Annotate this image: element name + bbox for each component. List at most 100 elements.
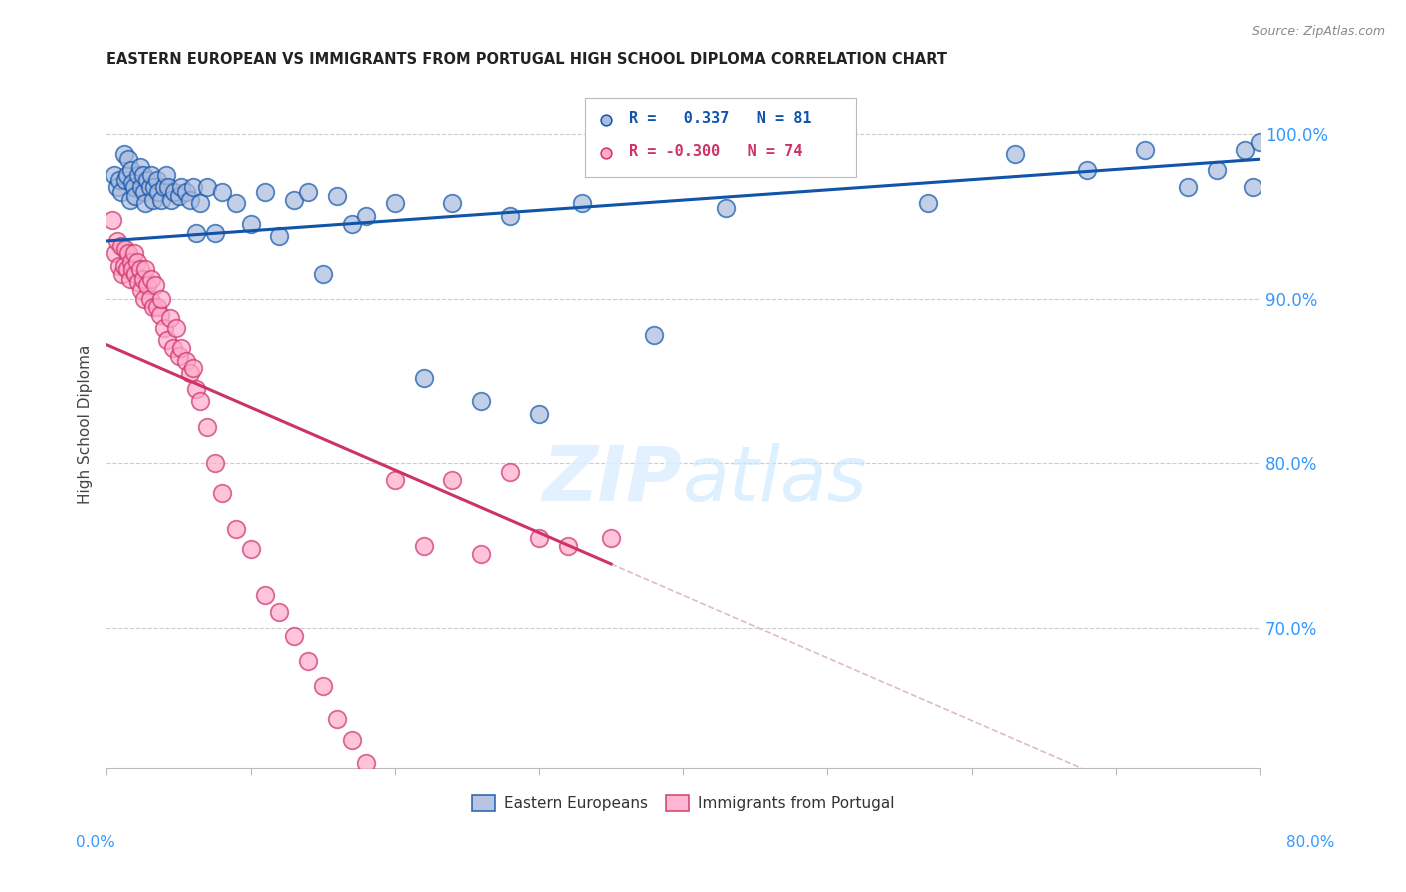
Point bbox=[142, 193, 165, 207]
Point bbox=[1177, 179, 1199, 194]
Point bbox=[340, 733, 363, 747]
Point bbox=[103, 168, 125, 182]
Point bbox=[643, 327, 665, 342]
Point bbox=[163, 185, 186, 199]
Point bbox=[142, 300, 165, 314]
Point bbox=[120, 163, 142, 178]
Point bbox=[117, 245, 139, 260]
Point bbox=[111, 267, 134, 281]
FancyBboxPatch shape bbox=[585, 98, 856, 178]
Point bbox=[571, 196, 593, 211]
Point bbox=[1004, 146, 1026, 161]
Point bbox=[716, 201, 738, 215]
Point bbox=[122, 245, 145, 260]
Point bbox=[384, 473, 406, 487]
Point bbox=[354, 756, 377, 771]
Point bbox=[134, 196, 156, 211]
Point bbox=[184, 226, 207, 240]
Point bbox=[150, 193, 173, 207]
Y-axis label: High School Diploma: High School Diploma bbox=[79, 345, 93, 504]
Point bbox=[354, 209, 377, 223]
Point bbox=[128, 262, 150, 277]
Point bbox=[138, 179, 160, 194]
Point bbox=[153, 321, 176, 335]
Point bbox=[167, 349, 190, 363]
Point bbox=[118, 272, 141, 286]
Point bbox=[527, 407, 550, 421]
Legend: Eastern Europeans, Immigrants from Portugal: Eastern Europeans, Immigrants from Portu… bbox=[464, 788, 903, 819]
Point bbox=[188, 196, 211, 211]
Point bbox=[112, 146, 135, 161]
Point bbox=[146, 173, 169, 187]
Text: 0.0%: 0.0% bbox=[76, 836, 115, 850]
Point bbox=[108, 173, 131, 187]
Point bbox=[184, 382, 207, 396]
Point bbox=[120, 255, 142, 269]
Point bbox=[141, 272, 163, 286]
Point bbox=[114, 242, 136, 256]
Point bbox=[499, 465, 522, 479]
Point bbox=[470, 547, 492, 561]
Point bbox=[225, 196, 247, 211]
Point bbox=[134, 262, 156, 277]
Point bbox=[204, 457, 226, 471]
Point bbox=[156, 333, 179, 347]
Text: R =   0.337   N = 81: R = 0.337 N = 81 bbox=[628, 112, 811, 127]
Point bbox=[557, 539, 579, 553]
Point bbox=[720, 300, 742, 314]
Point bbox=[118, 193, 141, 207]
Point bbox=[197, 179, 219, 194]
Text: 80.0%: 80.0% bbox=[1286, 836, 1334, 850]
Point bbox=[297, 185, 319, 199]
Point bbox=[132, 185, 155, 199]
Point bbox=[1133, 144, 1156, 158]
Point bbox=[170, 179, 193, 194]
Point bbox=[124, 189, 146, 203]
Point bbox=[125, 255, 148, 269]
Point bbox=[188, 393, 211, 408]
Point bbox=[1076, 163, 1098, 178]
Point bbox=[131, 272, 153, 286]
Point bbox=[283, 193, 305, 207]
Point bbox=[441, 473, 464, 487]
Point bbox=[499, 209, 522, 223]
Point bbox=[127, 275, 149, 289]
Point bbox=[326, 712, 349, 726]
Point bbox=[110, 185, 132, 199]
Point bbox=[110, 239, 132, 253]
Point bbox=[174, 185, 197, 199]
Point bbox=[1205, 163, 1227, 178]
Point bbox=[160, 193, 183, 207]
Point bbox=[283, 630, 305, 644]
Point bbox=[145, 278, 167, 293]
Point bbox=[159, 311, 181, 326]
Point bbox=[720, 220, 742, 235]
Point bbox=[105, 179, 128, 194]
Point bbox=[181, 360, 204, 375]
Point bbox=[165, 321, 187, 335]
Text: EASTERN EUROPEAN VS IMMIGRANTS FROM PORTUGAL HIGH SCHOOL DIPLOMA CORRELATION CHA: EASTERN EUROPEAN VS IMMIGRANTS FROM PORT… bbox=[107, 53, 948, 68]
Point bbox=[179, 366, 201, 380]
Point bbox=[225, 522, 247, 536]
Point bbox=[815, 146, 838, 161]
Point bbox=[131, 168, 153, 182]
Point bbox=[150, 292, 173, 306]
Point bbox=[269, 229, 291, 244]
Text: ZIP: ZIP bbox=[543, 442, 683, 516]
Point bbox=[470, 393, 492, 408]
Point bbox=[162, 341, 184, 355]
Point bbox=[101, 212, 124, 227]
Point bbox=[1241, 179, 1264, 194]
Point bbox=[128, 160, 150, 174]
Point bbox=[121, 176, 143, 190]
Point bbox=[527, 531, 550, 545]
Point bbox=[124, 267, 146, 281]
Point bbox=[254, 185, 277, 199]
Point bbox=[122, 179, 145, 194]
Point bbox=[135, 173, 157, 187]
Point bbox=[917, 196, 939, 211]
Point bbox=[105, 234, 128, 248]
Point bbox=[155, 168, 177, 182]
Point bbox=[129, 284, 152, 298]
Point bbox=[174, 354, 197, 368]
